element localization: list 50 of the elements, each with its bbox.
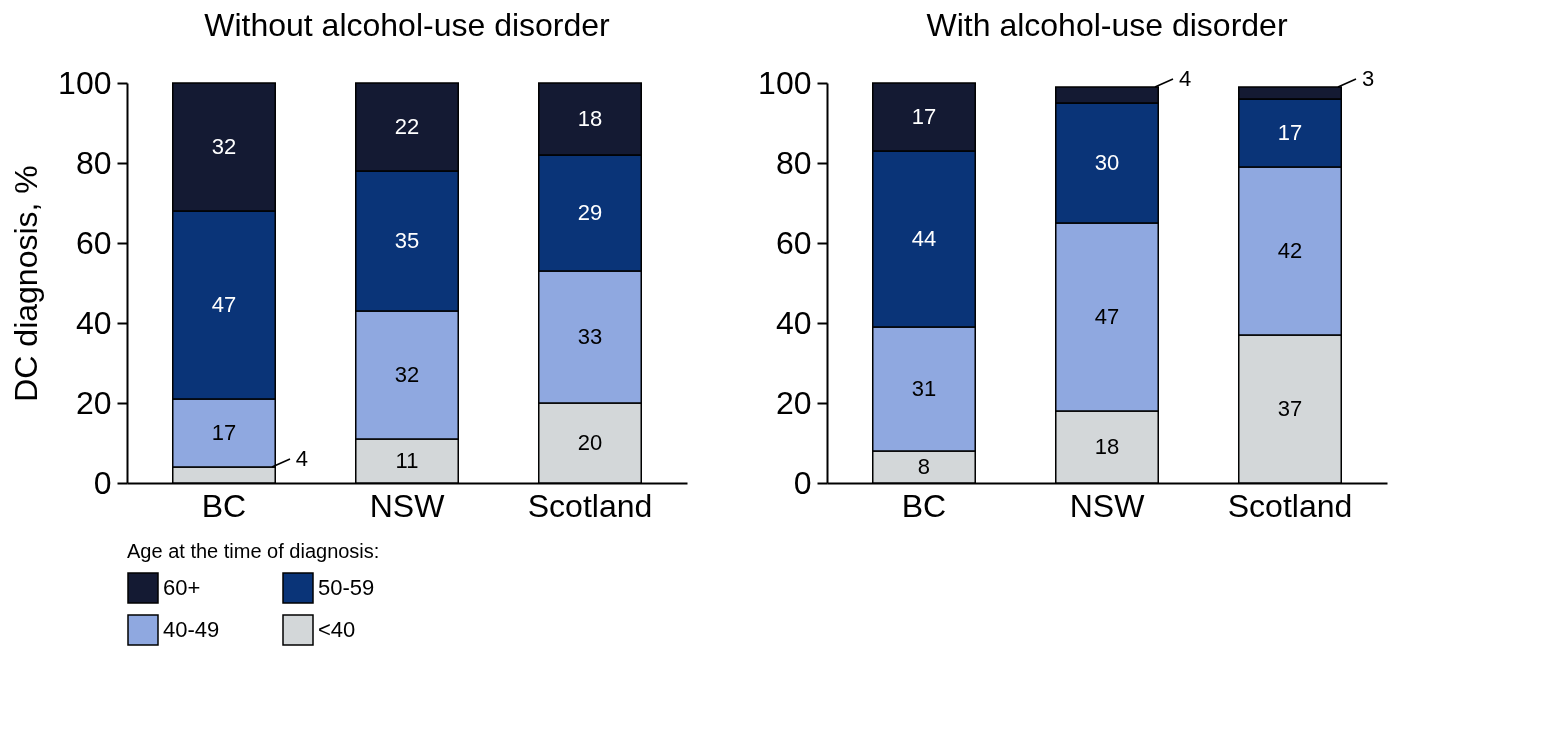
data-label: 17 — [211, 420, 237, 445]
legend-label: 40-49 — [163, 617, 220, 642]
data-label: 20 — [577, 430, 603, 455]
data-label: 29 — [577, 200, 603, 225]
y-tick-label: 100 — [58, 64, 112, 101]
data-label: 4 — [1178, 66, 1192, 91]
y-tick-label: 80 — [775, 144, 812, 181]
x-tick-label: Scotland — [527, 487, 653, 524]
data-label: 44 — [911, 226, 937, 251]
data-label: 32 — [211, 134, 237, 159]
data-label: 32 — [394, 362, 420, 387]
y-tick-label: 40 — [775, 304, 812, 341]
data-label: 11 — [395, 448, 419, 473]
y-tick-label: 20 — [75, 384, 112, 421]
y-tick-label: 40 — [75, 304, 112, 341]
chart-title: Without alcohol-use disorder — [204, 7, 611, 43]
data-label: 47 — [211, 292, 237, 317]
data-label: 37 — [1277, 396, 1303, 421]
y-tick-label: 100 — [758, 64, 812, 101]
data-label: 18 — [1094, 434, 1120, 459]
data-label: 8 — [917, 454, 931, 479]
y-tick-label: 20 — [775, 384, 812, 421]
y-tick-label: 0 — [93, 464, 112, 501]
y-tick-label: 0 — [793, 464, 812, 501]
y-tick-label: 80 — [75, 144, 112, 181]
data-label: 42 — [1277, 238, 1303, 263]
x-tick-label: Scotland — [1227, 487, 1353, 524]
x-tick-label: BC — [901, 487, 947, 524]
y-tick-label: 60 — [75, 224, 112, 261]
x-tick-label: BC — [201, 487, 247, 524]
legend-title: Age at the time of diagnosis: — [127, 540, 380, 562]
data-label: 31 — [911, 376, 937, 401]
data-label: 33 — [577, 324, 603, 349]
data-label: 22 — [394, 114, 420, 139]
data-label: 17 — [911, 104, 937, 129]
data-label: 30 — [1094, 150, 1120, 175]
legend-label: <40 — [318, 617, 356, 642]
legend-label: 60+ — [163, 575, 201, 600]
x-tick-label: NSW — [1069, 487, 1146, 524]
data-label: 17 — [1277, 120, 1303, 145]
data-label: 47 — [1094, 304, 1120, 329]
y-axis-title: DC diagnosis, % — [8, 165, 45, 402]
chart-title: With alcohol-use disorder — [926, 7, 1288, 43]
x-tick-label: NSW — [369, 487, 446, 524]
data-label: 35 — [394, 228, 420, 253]
data-label: 18 — [577, 106, 603, 131]
y-tick-label: 60 — [775, 224, 812, 261]
legend-label: 50-59 — [318, 575, 375, 600]
data-label: 3 — [1361, 66, 1375, 91]
data-label: 4 — [295, 446, 309, 471]
